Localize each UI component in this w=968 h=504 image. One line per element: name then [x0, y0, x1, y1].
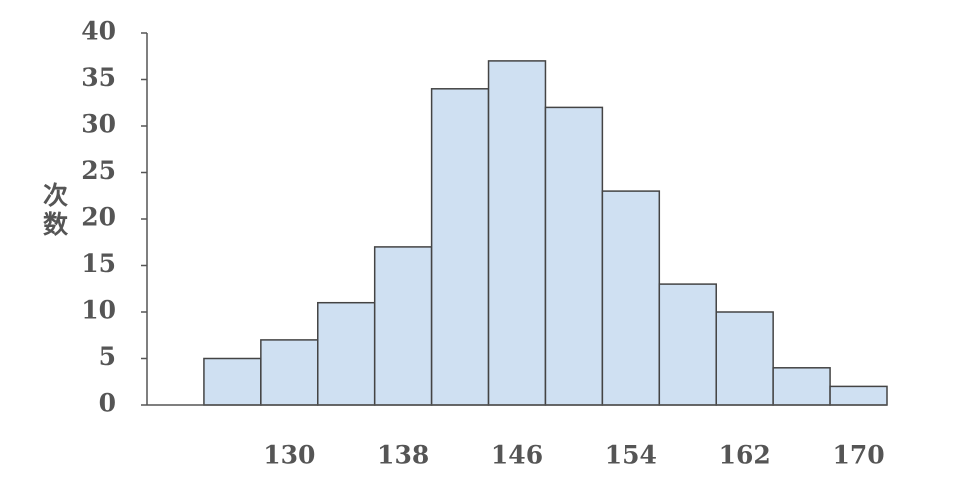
- bar: [260, 339, 319, 406]
- bar: [317, 301, 376, 406]
- x-tick-label: 170: [832, 441, 884, 470]
- y-tick-label: 5: [99, 342, 116, 371]
- bar: [715, 311, 774, 406]
- x-tick-label: 138: [377, 441, 429, 470]
- x-tick-label: 154: [605, 441, 657, 470]
- bar: [203, 357, 262, 406]
- y-tick-label: 0: [99, 389, 116, 418]
- bar: [487, 60, 547, 406]
- bar: [544, 106, 604, 406]
- y-axis-label: 次数: [40, 182, 69, 240]
- bar: [772, 367, 831, 406]
- x-tick-label: 162: [719, 441, 771, 470]
- y-tick-label: 30: [81, 110, 116, 139]
- bar: [430, 88, 490, 406]
- bar: [658, 283, 717, 406]
- bar: [601, 190, 661, 406]
- y-tick-label: 10: [81, 296, 116, 325]
- bar: [373, 246, 433, 406]
- bar: [829, 385, 888, 406]
- y-tick-label: 20: [81, 203, 116, 232]
- y-tick-label: 40: [81, 17, 116, 46]
- y-tick-label: 25: [81, 156, 116, 185]
- x-tick-label: 146: [491, 441, 543, 470]
- y-tick-label: 15: [81, 249, 116, 278]
- y-tick-label: 35: [81, 63, 116, 92]
- x-tick-label: 130: [263, 441, 315, 470]
